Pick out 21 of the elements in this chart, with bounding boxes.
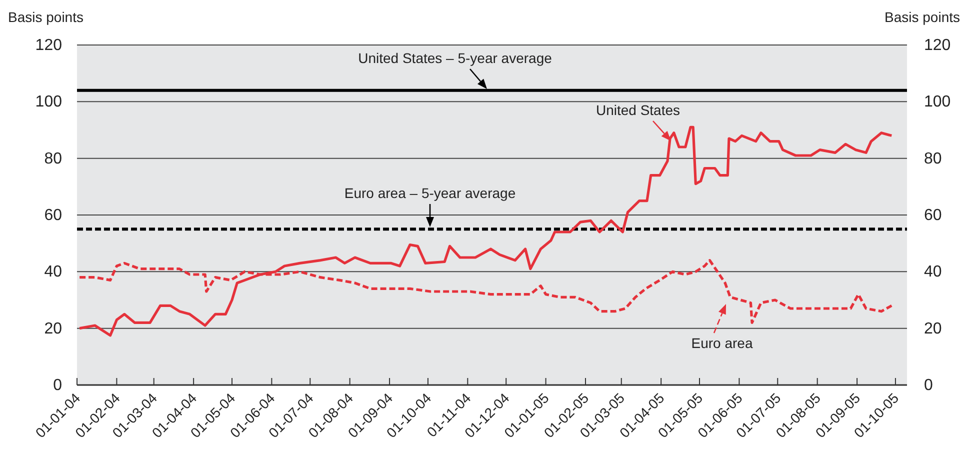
ref-line-label: Euro area – 5-year average	[344, 185, 516, 201]
y2-tick-label: 60	[924, 207, 942, 224]
y2-tick-label: 120	[924, 37, 951, 54]
y2-tick-label: 80	[924, 150, 942, 168]
y-tick-label: 40	[44, 264, 62, 281]
y-tick-label: 20	[44, 320, 62, 338]
y-axis-title: Basis points	[8, 9, 84, 25]
legend-label: Euro area	[691, 335, 753, 351]
y-tick-label: 60	[44, 207, 62, 224]
y2-axis-title: Basis points	[884, 9, 960, 25]
series-label: United States	[596, 102, 680, 118]
y-tick-label: 120	[35, 37, 62, 54]
y-tick-label: 100	[35, 94, 62, 111]
y-tick-label: 0	[53, 377, 62, 394]
ref-line-label: United States – 5-year average	[358, 50, 552, 66]
y2-tick-label: 0	[924, 377, 933, 394]
y-tick-label: 80	[44, 150, 62, 168]
y2-tick-label: 100	[924, 94, 951, 111]
line-series	[78, 126, 893, 337]
y2-tick-label: 40	[924, 264, 942, 281]
y2-tick-label: 20	[924, 320, 942, 338]
